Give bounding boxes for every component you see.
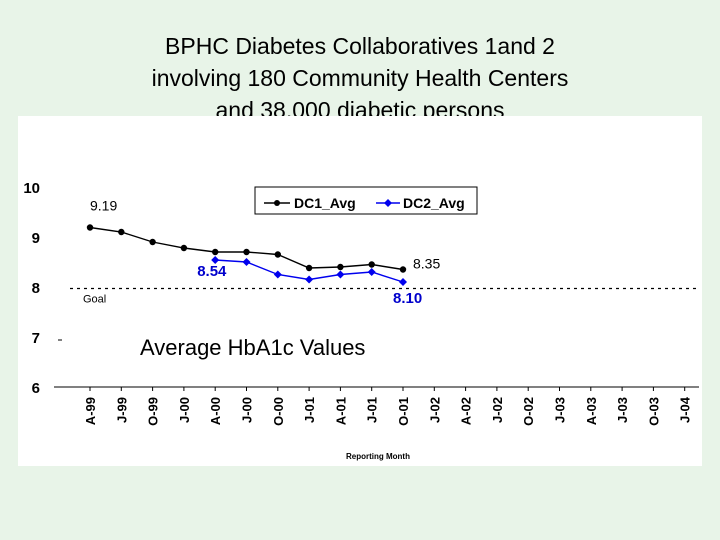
y-tick-label-6: 6	[32, 380, 40, 397]
legend-dc2-avg-label: DC2_Avg	[403, 195, 465, 211]
data-point-dc1-avg-6	[274, 251, 281, 258]
x-tick-label-10: O-01	[396, 397, 411, 426]
data-point-dc1-avg-9	[368, 261, 375, 268]
x-tick-label-1: J-99	[114, 397, 129, 423]
y-tick-label-7: 7	[32, 330, 40, 347]
data-point-dc1-avg-8	[337, 263, 344, 271]
data-point-dc1-avg-7	[305, 264, 313, 272]
x-tick-label-8: A-01	[333, 397, 348, 425]
x-tick-label-2: O-99	[146, 397, 161, 426]
y-tick-label-8: 8	[32, 280, 40, 297]
x-tick-label-18: O-03	[646, 397, 661, 426]
legend-box	[254, 186, 478, 215]
data-point-dc2-avg-5	[242, 258, 251, 266]
data-point-dc2-avg-8	[336, 270, 345, 279]
chart-panel: 6 7 8 9 10 A-99 J-99 O-99 J-00 A-00 J-00 O-00 J-01 A-…	[18, 116, 702, 466]
x-tick-label-5: J-00	[240, 397, 255, 423]
x-tick-label-3: J-00	[177, 397, 192, 423]
slide-title-line-1: BPHC Diabetes Collaboratives 1and 2	[165, 33, 555, 59]
x-tick-label-4: A-00	[208, 397, 223, 425]
x-tick-label-7: J-01	[302, 397, 317, 423]
x-tick-label-14: O-02	[521, 397, 536, 426]
data-point-dc1-avg-0	[86, 224, 94, 231]
data-point-dc1-avg-10	[399, 266, 407, 273]
x-tick-label-6: O-00	[271, 397, 286, 426]
x-tick-label-19: J-04	[678, 396, 693, 423]
chart-title: Average HbA1c Values	[140, 335, 365, 360]
data-label-1: 8.35	[413, 256, 440, 272]
x-tick-label-9: J-01	[365, 397, 380, 423]
x-tick-label-13: J-02	[490, 397, 505, 423]
hba1c-line-chart: 6 7 8 9 10 A-99 J-99 O-99 J-00 A-00 J-00 O-00 J-01 A-…	[23, 180, 699, 461]
data-point-dc2-avg-6	[273, 270, 282, 279]
x-axis-title: Reporting Month	[346, 452, 410, 461]
legend-dc1-avg-marker	[274, 200, 280, 206]
data-label-2: 8.54	[197, 263, 227, 280]
x-tick-label-17: J-03	[615, 397, 630, 423]
y-tick-label-10: 10	[23, 180, 40, 197]
x-tick-label-11: J-02	[427, 397, 442, 423]
slide-title-line-2: involving 180 Community Health Centers	[151, 65, 569, 91]
data-label-0: 9.19	[90, 198, 117, 214]
goal-label: Goal	[83, 294, 106, 306]
x-tick-label-16: A-03	[584, 397, 599, 425]
x-tick-label-0: A-99	[83, 397, 98, 425]
x-tick-label-12: A-02	[459, 397, 474, 425]
slide-title: BPHC Diabetes Collaboratives 1and 2 invo…	[60, 30, 660, 126]
data-label-3: 8.10	[393, 290, 422, 307]
y-tick-label-9: 9	[32, 230, 40, 247]
legend-dc2-avg-marker	[384, 199, 392, 207]
x-tick-label-15: J-03	[553, 397, 568, 423]
data-point-dc2-avg-4	[211, 256, 220, 264]
data-point-dc2-avg-7	[305, 275, 314, 284]
legend-dc1-avg-label: DC1_Avg	[294, 195, 356, 211]
data-point-dc1-avg-3	[180, 244, 188, 252]
data-point-dc2-avg-9	[367, 268, 376, 276]
data-point-dc2-avg-10	[399, 278, 407, 286]
data-point-dc1-avg-5	[243, 248, 250, 256]
data-point-dc1-avg-4	[212, 248, 219, 256]
data-point-dc1-avg-1	[118, 228, 125, 236]
data-point-dc1-avg-2	[149, 238, 156, 246]
